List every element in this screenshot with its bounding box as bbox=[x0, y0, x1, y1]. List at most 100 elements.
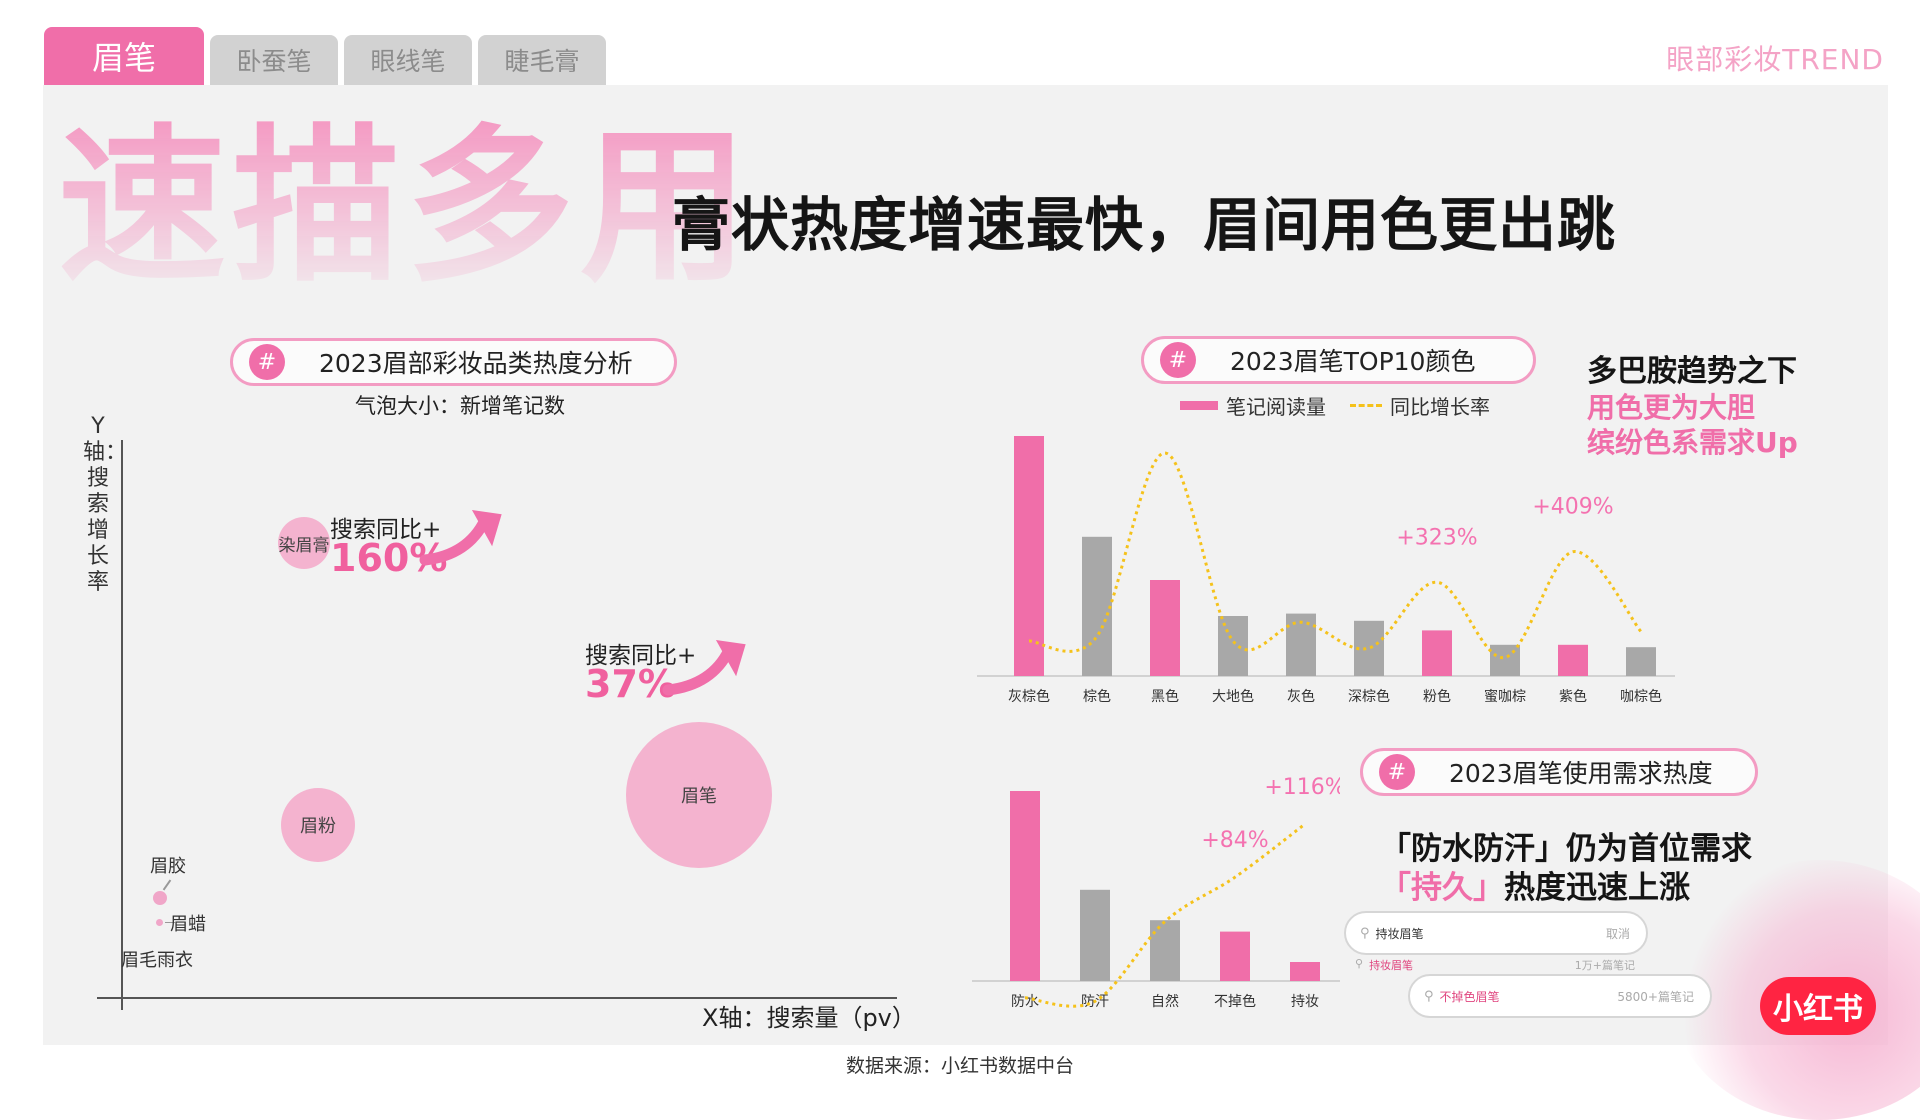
tab-silkworm-pencil[interactable]: 卧蚕笔 bbox=[210, 35, 338, 85]
bar-防水 bbox=[1010, 791, 1040, 981]
bubble-eyebrow-pencil: 眉笔 bbox=[626, 722, 772, 868]
tick-label-蜜咖棕: 蜜咖棕 bbox=[1484, 689, 1526, 705]
bubble-label-brow-wax: 眉蜡 bbox=[170, 914, 206, 935]
annotation-a-text: 搜索同比+ bbox=[330, 517, 442, 543]
bar-不掉色 bbox=[1220, 931, 1250, 981]
data-label-紫色: +409% bbox=[1532, 495, 1613, 520]
hash-icon: # bbox=[249, 344, 285, 380]
tick-label-深棕色: 深棕色 bbox=[1348, 688, 1390, 705]
bar-紫色 bbox=[1558, 644, 1588, 676]
tick-label-灰色: 灰色 bbox=[1287, 688, 1315, 705]
bar-大地色 bbox=[1218, 616, 1248, 676]
data-label-粉色: +323% bbox=[1396, 525, 1477, 550]
pill-label: 2023眉笔使用需求热度 bbox=[1449, 759, 1713, 788]
search-icon: ⚲ bbox=[1360, 925, 1370, 941]
legend-bar-label: 笔记阅读量 bbox=[1226, 395, 1326, 419]
quote-highlight: 「持久」 bbox=[1380, 870, 1504, 906]
tab-label: 眼线笔 bbox=[370, 47, 446, 76]
up-arrow-icon bbox=[419, 510, 502, 566]
bubble-eyebrow-powder: 眉粉 bbox=[281, 788, 355, 862]
bar-自然 bbox=[1150, 920, 1180, 981]
bar-棕色 bbox=[1082, 536, 1112, 676]
hash-icon: # bbox=[1160, 342, 1196, 378]
growth-line bbox=[1028, 451, 1643, 659]
tab-label: 睫毛膏 bbox=[504, 47, 580, 76]
quote-rest: 热度迅速上涨 bbox=[1504, 870, 1690, 906]
bubble-label: 眉粉 bbox=[300, 816, 336, 837]
bubble-size-note: 气泡大小：新增笔记数 bbox=[355, 394, 565, 418]
bubble-label: 染眉膏 bbox=[278, 535, 330, 556]
content-panel bbox=[43, 85, 1888, 1045]
bar-灰色 bbox=[1286, 613, 1316, 676]
tick-label-不掉色: 不掉色 bbox=[1214, 993, 1256, 1010]
side-caption-line3: 缤纷色系需求Up bbox=[1587, 426, 1798, 459]
bar-粉色 bbox=[1422, 630, 1452, 676]
tick-label-紫色: 紫色 bbox=[1559, 688, 1587, 705]
quote-line-1: 「防水防汗」仍为首位需求 bbox=[1380, 831, 1752, 867]
tick-label-咖棕色: 咖棕色 bbox=[1620, 688, 1662, 705]
side-caption-title: 多巴胺趋势之下 bbox=[1587, 354, 1797, 389]
bar-灰棕色 bbox=[1014, 436, 1044, 676]
search-suggestion-box: ⚲ 不掉色眉笔 5800+篇笔记 bbox=[1408, 974, 1712, 1018]
tab-mascara[interactable]: 睫毛膏 bbox=[478, 35, 606, 85]
tab-eyeliner[interactable]: 眼线笔 bbox=[344, 35, 472, 85]
suggestion-count: 5800+篇笔记 bbox=[1617, 989, 1694, 1004]
up-arrow-icon bbox=[662, 640, 746, 696]
bar-黑色 bbox=[1150, 580, 1180, 676]
page-headline: 膏状热度增速最快，眉间用色更出跳 bbox=[672, 191, 1617, 259]
legend-line: 同比增长率 bbox=[1350, 391, 1490, 420]
bubble-brow-wax bbox=[156, 919, 163, 926]
xiaohongshu-logo: 小红书 bbox=[1760, 977, 1876, 1035]
bar-防汗 bbox=[1080, 889, 1110, 981]
data-label-不掉色: +84% bbox=[1201, 828, 1268, 853]
quote-line-2: 「持久」热度迅速上涨 bbox=[1380, 862, 1690, 907]
arrows-layer bbox=[419, 510, 746, 696]
annotation-b-value: 37% bbox=[585, 662, 676, 706]
demand-chart: 防水 防汗 自然 不掉色 持妆+84%+116% bbox=[972, 775, 1340, 1010]
y-axis-line bbox=[121, 440, 123, 1010]
tick-label-灰棕色: 灰棕色 bbox=[1008, 688, 1050, 705]
x-axis-line bbox=[97, 997, 897, 999]
bar-蜜咖棕 bbox=[1490, 644, 1520, 676]
tick-label-棕色: 棕色 bbox=[1083, 688, 1111, 705]
search-query: 持妆眉笔 bbox=[1375, 926, 1424, 941]
search-suggestion-row: ⚲ 持妆眉笔 1万+篇笔记 bbox=[1355, 957, 1635, 973]
section-pill-left: # 2023眉部彩妆品类热度分析 bbox=[230, 338, 677, 386]
bubble-label: 眉笔 bbox=[681, 786, 717, 807]
tick-label-持妆: 持妆 bbox=[1291, 994, 1319, 1010]
bubble-label-brow-raincoat: 眉毛雨衣 bbox=[121, 950, 193, 971]
legend-line-swatch bbox=[1350, 404, 1382, 407]
suggestion-count: 1万+篇笔记 bbox=[1574, 959, 1635, 972]
search-cancel: 取消 bbox=[1605, 926, 1630, 941]
top10-color-chart: 灰棕色 棕色 黑色 大地色 灰色 深棕色 粉色 蜜咖棕 紫色 咖棕色 +323% +409% bbox=[977, 436, 1675, 705]
tab-label: 卧蚕笔 bbox=[236, 47, 312, 76]
tab-eyebrow-pencil[interactable]: 眉笔 bbox=[44, 27, 204, 85]
bar-持妆 bbox=[1290, 962, 1320, 981]
tab-label: 眉笔 bbox=[91, 39, 156, 77]
brand-trend-title: 眼部彩妆TREND bbox=[1666, 43, 1884, 76]
big-word: 速描多用 bbox=[58, 109, 754, 305]
search-box-mock: ⚲ 持妆眉笔 取消 bbox=[1344, 911, 1648, 955]
bubble-brow-gel bbox=[153, 891, 167, 905]
side-caption-line2: 用色更为大胆 bbox=[1587, 391, 1756, 424]
y-axis-label: Y轴：搜索增长率 bbox=[83, 414, 128, 595]
tick-label-粉色: 粉色 bbox=[1423, 688, 1451, 705]
section-pill-top10: # 2023眉笔TOP10颜色 bbox=[1141, 336, 1536, 384]
tick-label-自然: 自然 bbox=[1151, 993, 1179, 1010]
bubble-dye-cream: 染眉膏 bbox=[278, 517, 330, 569]
search-icon: ⚲ bbox=[1424, 988, 1434, 1004]
section-pill-demand: # 2023眉笔使用需求热度 bbox=[1360, 748, 1758, 796]
data-label-持妆: +116% bbox=[1264, 775, 1340, 800]
bubble-label-brow-gel: 眉胶 bbox=[150, 856, 186, 877]
tick-label-防水: 防水 bbox=[1011, 994, 1039, 1010]
bar-咖棕色 bbox=[1626, 647, 1656, 676]
suggestion-text: 持妆眉笔 bbox=[1369, 959, 1414, 972]
pill-label: 2023眉部彩妆品类热度分析 bbox=[319, 349, 633, 378]
leader-line bbox=[165, 922, 175, 923]
data-source-note: 数据来源：小红书数据中台 bbox=[845, 1055, 1074, 1077]
x-axis-label: X轴：搜索量（pv） bbox=[702, 1004, 916, 1032]
annotation-b-text: 搜索同比+ bbox=[585, 643, 697, 669]
pill-label: 2023眉笔TOP10颜色 bbox=[1230, 347, 1476, 376]
legend-bar: 笔记阅读量 bbox=[1180, 391, 1326, 420]
hash-icon: # bbox=[1379, 754, 1415, 790]
